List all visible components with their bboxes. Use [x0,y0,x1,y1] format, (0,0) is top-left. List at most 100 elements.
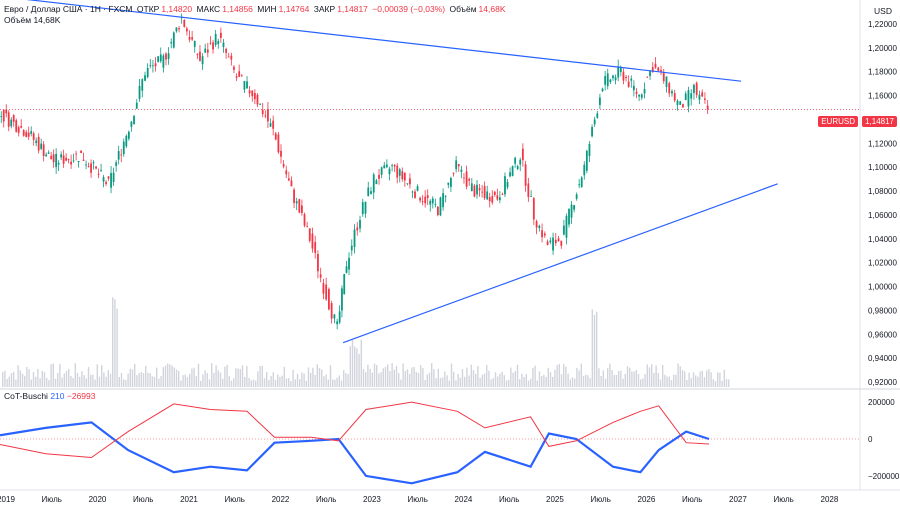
x-tick-label: Июль [773,495,793,504]
volume-bar [39,378,41,387]
volume-bar [536,380,538,387]
candle-body [388,168,391,175]
candle-body [431,198,434,204]
candle-body [660,70,662,72]
candle-body [102,177,105,182]
candle-body [235,76,238,78]
volume-bar [384,366,387,387]
currency-label[interactable]: USD [874,6,892,16]
candle-body [617,66,620,78]
volume-bar [151,376,153,387]
volume-bar [140,372,142,387]
candle-body [170,42,173,44]
volume-bar [288,378,290,387]
volume-bar [292,369,294,387]
volume-bar [673,374,675,387]
volume-bar [112,297,114,387]
candle-body [612,75,614,79]
y-tick-label: 0,94000 [868,354,897,363]
candle-body [152,65,154,67]
volume-bar [490,379,492,387]
candle-body [657,67,660,71]
indicator-name: CoT-Buschi [4,391,48,401]
volume-bar [600,376,602,387]
volume-bar [219,372,222,387]
candle-body [532,198,535,220]
candle-body [679,101,682,105]
candle-body [162,55,165,68]
candle-body [135,102,138,109]
volume-bar [699,371,701,387]
candle-body [527,183,530,198]
x-tick-label: Июль [590,495,610,504]
candle-body [12,115,15,122]
volume-bar [494,372,497,387]
volume-bar [277,374,279,387]
candle-body [406,183,409,185]
high-label: МАКС [196,4,221,14]
close-value: 1,14817 [337,4,368,14]
candle-body [240,75,243,77]
volume-bar [360,339,362,387]
candle-body [543,233,546,236]
volume-bar [200,380,202,387]
indicator-legend[interactable]: CoT-Buschi 210 −26993 [4,391,95,401]
volume-bar [94,379,96,387]
volume-bar [233,378,235,387]
volume-bar [228,376,230,387]
candle-body [673,93,676,101]
candle-body [601,88,604,92]
candle-body [225,48,228,53]
candle-body [345,266,348,273]
candle-body [277,134,280,153]
candle-body [444,196,447,198]
volume-bar [241,365,244,387]
volume-bar [450,363,453,387]
x-tick-label: 2019 [0,495,15,504]
candle-body [506,182,509,188]
volume-bar [230,380,233,387]
volume-bar [138,373,140,387]
candle-body [72,160,75,162]
volume-bar [728,379,730,387]
candle-body [82,159,85,161]
volume-bar [521,373,523,387]
volume-bar [582,376,585,387]
candle-body [251,90,254,97]
candle-body [460,169,463,172]
volume-bar [657,373,659,387]
volume-bar [692,372,695,387]
volume-bar [59,363,61,387]
volume-bar [85,378,87,387]
volume-bar [560,374,563,387]
volume-bar [248,377,250,387]
volume-bar [668,376,670,387]
candle-body [303,214,306,226]
volume-bar [184,374,186,387]
volume-bar [202,374,204,387]
volume-bar [477,366,479,387]
volume-bar [508,379,510,387]
candle-body [391,165,393,167]
volume-bar [32,372,35,387]
candle-body [348,257,350,270]
volume-bar [547,367,549,387]
volume-bar [57,373,59,387]
candle-body [311,233,314,249]
candle-body [632,85,635,91]
volume-bar [266,372,268,387]
volume-bar [389,371,391,387]
candle-body [599,97,601,106]
volume-bar [662,365,664,387]
candle-body [588,143,591,157]
volume-bar [376,365,378,387]
volume-bar [420,365,422,387]
volume-bar [299,379,301,387]
candle-body [167,53,170,59]
volume-bar [543,374,545,387]
y-tick-label: 1,22000 [868,20,897,29]
volume-bar [631,371,633,387]
x-tick-label: Июль [316,495,336,504]
